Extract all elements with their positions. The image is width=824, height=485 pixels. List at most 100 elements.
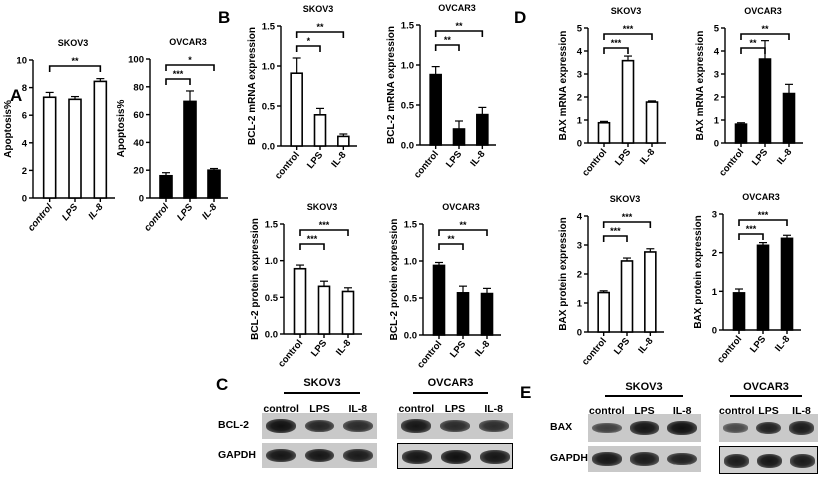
panel-label-c: C <box>216 375 229 394</box>
y-tick-label: 3 <box>577 241 582 252</box>
row-label: GAPDH <box>218 448 256 461</box>
chart-title: OVCAR3 <box>169 37 207 47</box>
protein-band <box>478 420 509 432</box>
y-tick-label: 0.0 <box>401 141 414 152</box>
y-tick-label: 1.5 <box>401 21 415 32</box>
y-tick-label: 3 <box>714 70 719 81</box>
panel-label-e: E <box>520 383 532 402</box>
y-axis-label: BAX protein expression <box>693 215 704 328</box>
y-tick-label: 0 <box>577 139 582 150</box>
y-tick-label: 4 <box>22 138 28 149</box>
row-label: BCL-2 <box>218 419 249 431</box>
blot-group-title: SKOV3 <box>625 381 663 393</box>
blot-strip-gapdh <box>588 446 701 472</box>
significance-bracket <box>299 243 325 250</box>
y-tick-label: 0.5 <box>262 102 276 113</box>
significance-bracket <box>740 33 790 40</box>
y-tick-label: 6 <box>22 111 27 122</box>
significance-label: *** <box>622 212 633 222</box>
significance-label: ** <box>316 22 324 32</box>
blot-strip-gapdh <box>719 446 818 474</box>
significance-bracket <box>438 243 464 250</box>
significance-bracket <box>602 235 628 242</box>
chart-title: SKOV3 <box>611 6 642 16</box>
significance-bracket <box>738 219 788 226</box>
y-tick-label: 0.5 <box>265 293 279 304</box>
significance-bracket <box>434 30 484 37</box>
blot-group-title: OVCAR3 <box>743 381 789 393</box>
y-axis-label: BCL-2 protein expression <box>250 218 261 340</box>
y-tick-label: 4 <box>577 47 583 58</box>
panel-label-d: D <box>514 8 527 27</box>
y-axis-label: BAX mRNA expression <box>695 31 706 141</box>
significance-bracket <box>48 65 102 72</box>
lane-label: control <box>263 403 299 415</box>
y-tick-label: 1.0 <box>262 62 275 73</box>
protein-band <box>755 421 782 435</box>
row-label: BAX <box>550 421 573 433</box>
significance-label: ** <box>459 220 467 230</box>
chart-title: SKOV3 <box>303 4 334 14</box>
protein-band <box>629 452 660 466</box>
blot-strip-gapdh <box>397 443 513 469</box>
y-tick-label: 1 <box>577 299 583 310</box>
blot-strip-bcl-2 <box>262 413 377 439</box>
y-tick-label: 10 <box>16 56 27 67</box>
y-tick-label: 0.5 <box>401 101 415 112</box>
blot-strip-bcl-2 <box>397 413 513 439</box>
y-tick-label: 0.0 <box>404 331 417 342</box>
y-axis-label: BAX protein expression <box>558 217 569 330</box>
significance-label: ** <box>447 234 455 244</box>
y-tick-label: 3 <box>712 210 717 221</box>
y-tick-label: 0 <box>714 139 719 150</box>
blot-group-underline <box>730 395 802 397</box>
significance-label: ** <box>749 38 757 48</box>
blot-strip-bax <box>719 414 818 442</box>
significance-bracket <box>165 64 215 71</box>
y-tick-label: 4 <box>577 212 583 223</box>
chart-title: OVCAR3 <box>438 3 476 13</box>
significance-bracket <box>603 33 653 40</box>
y-tick-label: 100 <box>128 55 144 66</box>
significance-bracket <box>295 31 345 38</box>
chart-title: OVCAR3 <box>742 192 780 202</box>
y-axis-label: Apoptosis% <box>3 100 14 158</box>
chart-title: OVCAR3 <box>442 202 480 212</box>
significance-bracket <box>165 78 191 85</box>
significance-bracket <box>434 44 460 51</box>
protein-band <box>266 419 297 433</box>
y-tick-label: 1 <box>577 116 583 127</box>
panel-label-a: A <box>10 86 23 105</box>
protein-band <box>592 452 622 466</box>
y-tick-label: 1.0 <box>404 257 417 268</box>
y-tick-label: 1.5 <box>262 22 276 33</box>
lane-label: control <box>398 403 435 415</box>
significance-bracket <box>740 47 766 54</box>
chart-title: SKOV3 <box>58 38 89 48</box>
y-tick-label: 2 <box>714 93 719 104</box>
y-tick-label: 0 <box>712 326 717 337</box>
protein-band <box>266 448 297 463</box>
protein-band <box>402 450 433 464</box>
significance-label: *** <box>610 226 621 236</box>
blot-strip-bax <box>588 414 701 442</box>
significance-bracket <box>738 233 764 240</box>
blot-group-underline <box>605 395 683 397</box>
y-axis-label: BAX mRNA expression <box>558 31 569 141</box>
y-axis-label: Apoptosis% <box>116 100 127 158</box>
y-tick-label: 3 <box>577 70 582 81</box>
protein-band <box>401 419 432 433</box>
significance-label: *** <box>758 210 769 220</box>
chart-group: SKOV3 0.0 0.5 1.0 1.5 BCL-2 protein expressio… <box>250 202 362 370</box>
protein-band <box>789 454 816 468</box>
y-tick-label: 0 <box>577 328 582 339</box>
protein-band <box>342 420 373 432</box>
protein-band <box>440 450 472 464</box>
